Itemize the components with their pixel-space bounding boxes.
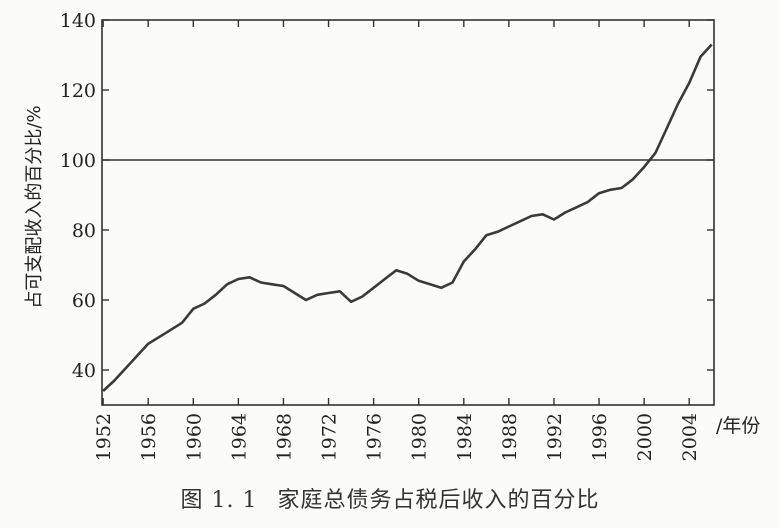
x-tick-label: 1984 bbox=[454, 413, 476, 461]
y-tick-label: 120 bbox=[60, 80, 96, 102]
figure-caption: 图 1. 1 家庭总债务占税后收入的百分比 bbox=[0, 482, 780, 514]
x-tick-label: 1972 bbox=[319, 413, 341, 461]
x-tick-label: 2004 bbox=[679, 413, 701, 461]
y-tick-label: 60 bbox=[72, 290, 96, 312]
figure-number: 图 1. 1 bbox=[180, 488, 258, 513]
x-tick-label: 1968 bbox=[273, 413, 295, 461]
x-tick-label: 2000 bbox=[634, 413, 656, 461]
x-tick-label: 1960 bbox=[183, 413, 205, 461]
x-tick-label: 1980 bbox=[409, 413, 431, 461]
x-tick-label: 1988 bbox=[499, 413, 521, 461]
y-tick-label: 80 bbox=[72, 220, 96, 242]
y-tick-label: 100 bbox=[60, 150, 96, 172]
x-tick-label: 1996 bbox=[589, 413, 611, 461]
y-axis: 40 60 80 100 120 140 bbox=[60, 10, 714, 382]
x-axis: 1952 1956 1960 1964 1968 1972 1976 1980 1984 1988… bbox=[93, 20, 701, 461]
y-tick-label: 140 bbox=[60, 10, 96, 32]
x-tick-label: 1956 bbox=[138, 413, 160, 461]
figure-title: 家庭总债务占税后收入的百分比 bbox=[277, 488, 600, 513]
y-axis-label: 占可支配收入的百分比/% bbox=[24, 105, 45, 308]
x-tick-label: 1992 bbox=[544, 413, 566, 461]
x-axis-label: /年份 bbox=[716, 415, 760, 437]
x-tick-label: 1964 bbox=[228, 413, 250, 461]
y-tick-label: 40 bbox=[72, 360, 96, 382]
x-tick-label: 1976 bbox=[364, 413, 386, 461]
plot-frame bbox=[101, 19, 715, 406]
series-line bbox=[102, 43, 713, 392]
x-tick-label: 1952 bbox=[93, 413, 115, 461]
